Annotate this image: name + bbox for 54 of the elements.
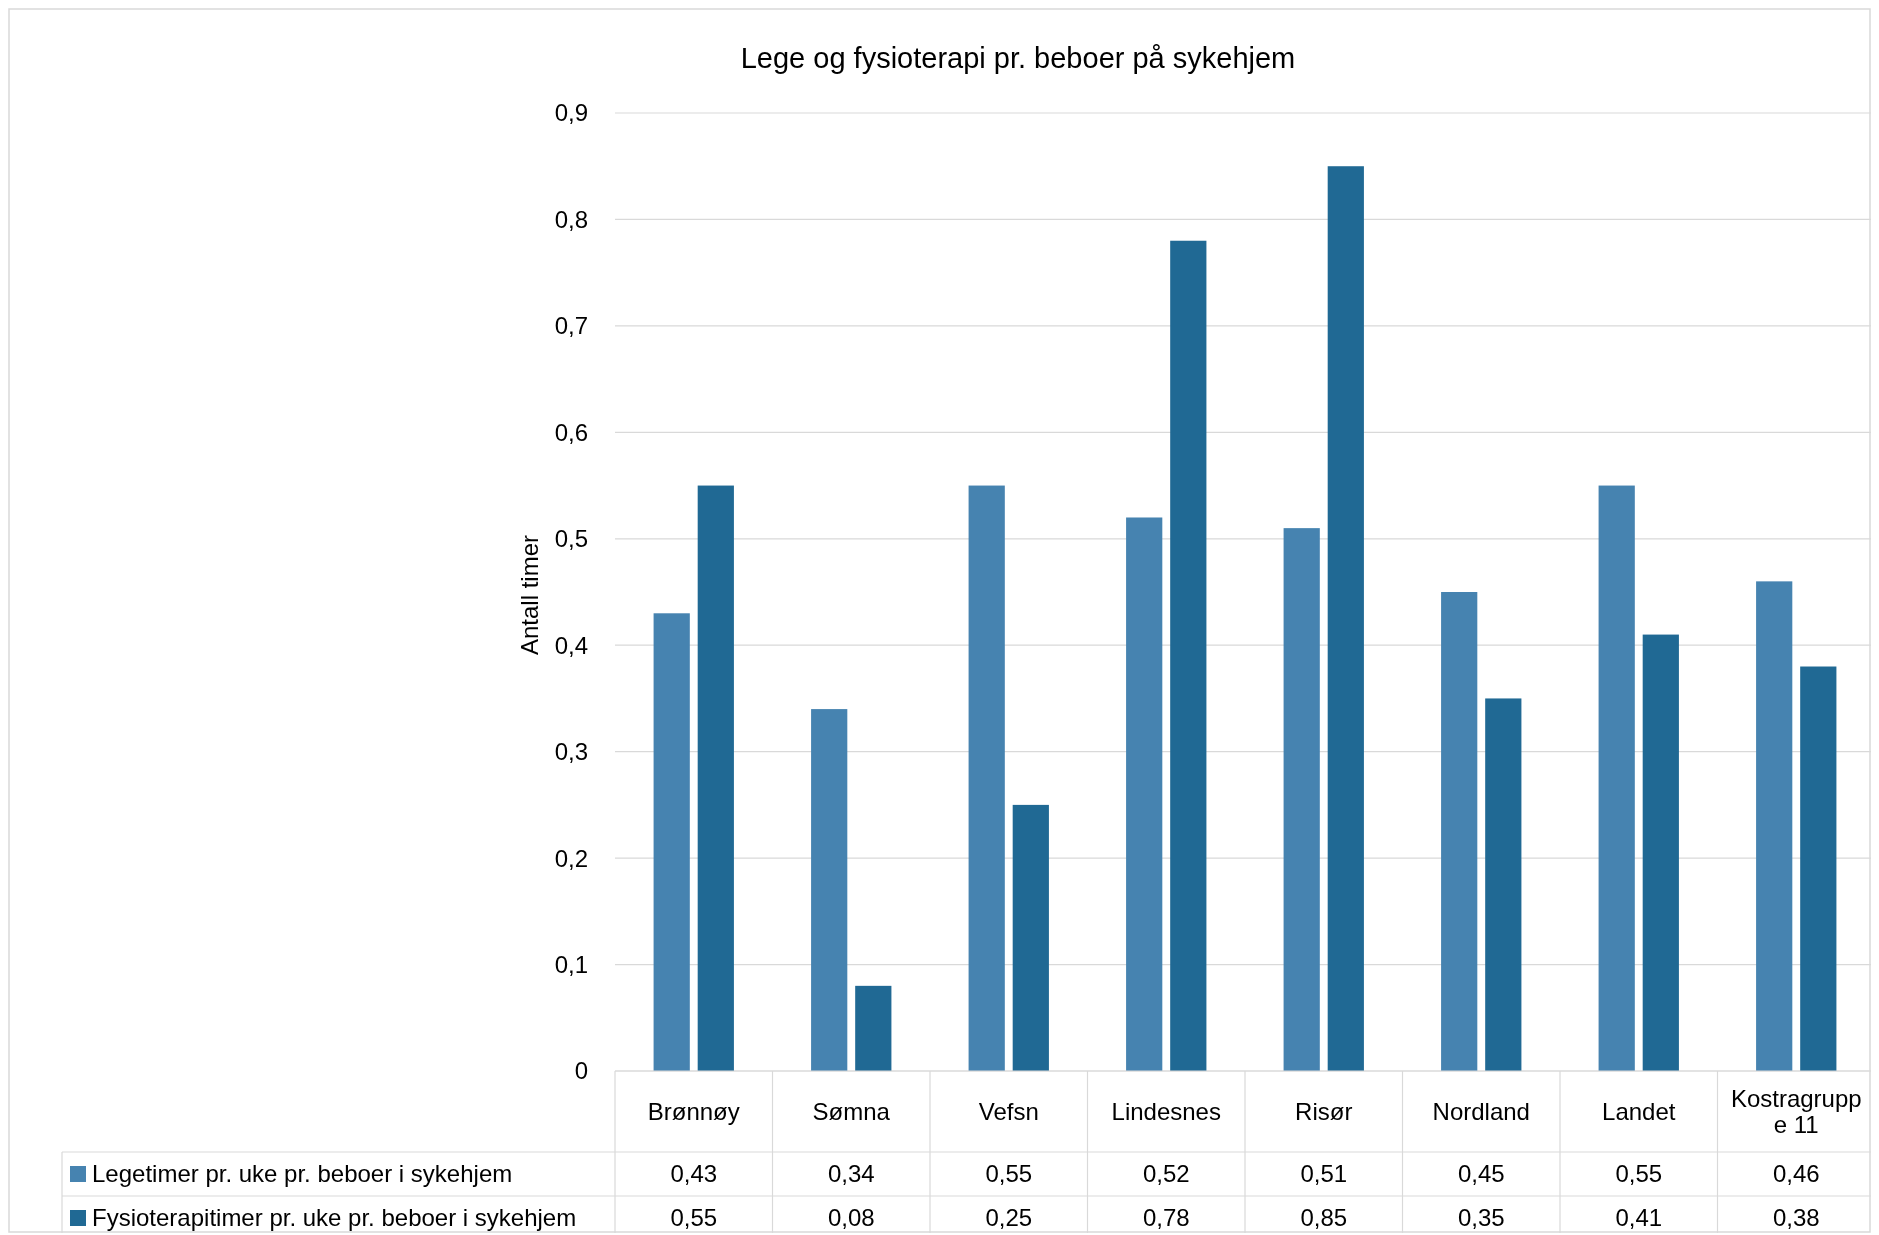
x-tick-label: Lindesnes bbox=[1111, 1097, 1221, 1125]
x-tick-label: Sømna bbox=[812, 1097, 891, 1125]
x-tick-label: Landet bbox=[1602, 1097, 1676, 1125]
y-tick-label: 0,3 bbox=[554, 738, 588, 766]
data-label: 0,41 bbox=[1615, 1204, 1663, 1232]
x-tick-label: Risør bbox=[1295, 1097, 1353, 1125]
data-label: 0,85 bbox=[1300, 1204, 1348, 1232]
bar bbox=[811, 709, 848, 1071]
y-tick-label: 0,6 bbox=[554, 418, 588, 446]
data-label: 0,55 bbox=[985, 1160, 1033, 1188]
bar bbox=[1327, 166, 1364, 1071]
y-tick-label: 0,8 bbox=[554, 205, 588, 233]
bar bbox=[1441, 592, 1478, 1071]
y-tick-label: 0,7 bbox=[554, 312, 588, 340]
y-tick-label: 0,5 bbox=[554, 525, 588, 553]
bar bbox=[968, 485, 1005, 1071]
y-tick-label: 0,1 bbox=[554, 950, 588, 978]
x-tick-label: Nordland bbox=[1432, 1097, 1530, 1125]
y-axis-title: Antall timer bbox=[516, 534, 543, 656]
bar bbox=[653, 613, 690, 1071]
y-tick-label: 0,4 bbox=[554, 631, 588, 659]
data-label: 0,52 bbox=[1142, 1160, 1190, 1188]
data-label: 0,55 bbox=[1615, 1160, 1663, 1188]
x-tick-label: Vefsn bbox=[978, 1097, 1039, 1125]
bar bbox=[1485, 698, 1522, 1071]
data-label: 0,08 bbox=[827, 1204, 875, 1232]
legend-label: Legetimer pr. uke pr. beboer i sykehjem bbox=[92, 1160, 513, 1188]
data-label: 0,25 bbox=[985, 1204, 1033, 1232]
bar bbox=[1283, 528, 1320, 1071]
data-label: 0,51 bbox=[1300, 1160, 1348, 1188]
data-label: 0,46 bbox=[1772, 1160, 1820, 1188]
y-tick-label: 0 bbox=[574, 1057, 588, 1085]
bar bbox=[1170, 240, 1207, 1071]
data-label: 0,35 bbox=[1457, 1204, 1505, 1232]
data-label: 0,45 bbox=[1457, 1160, 1505, 1188]
data-label: 0,34 bbox=[827, 1160, 875, 1188]
bar bbox=[1756, 581, 1793, 1071]
bar bbox=[1598, 485, 1635, 1071]
bar bbox=[1012, 804, 1049, 1071]
data-label: 0,43 bbox=[670, 1160, 718, 1188]
x-tick-label: Brønnøy bbox=[647, 1097, 740, 1125]
y-tick-label: 0,9 bbox=[554, 99, 588, 127]
bar bbox=[1800, 666, 1837, 1071]
data-label: 0,78 bbox=[1142, 1204, 1190, 1232]
x-tick-label: Kostragruppe 11 bbox=[1730, 1084, 1862, 1139]
data-label: 0,55 bbox=[670, 1204, 718, 1232]
bar bbox=[1642, 634, 1679, 1071]
chart-title: Lege og fysioterapi pr. beboer på sykehjem bbox=[740, 42, 1296, 74]
y-tick-label: 0,2 bbox=[554, 844, 588, 872]
bar bbox=[697, 485, 734, 1071]
data-label: 0,38 bbox=[1772, 1204, 1820, 1232]
legend-label: Fysioterapitimer pr. uke pr. beboer i sykehjem bbox=[92, 1204, 577, 1232]
bar bbox=[855, 985, 892, 1071]
bar bbox=[1126, 517, 1163, 1071]
